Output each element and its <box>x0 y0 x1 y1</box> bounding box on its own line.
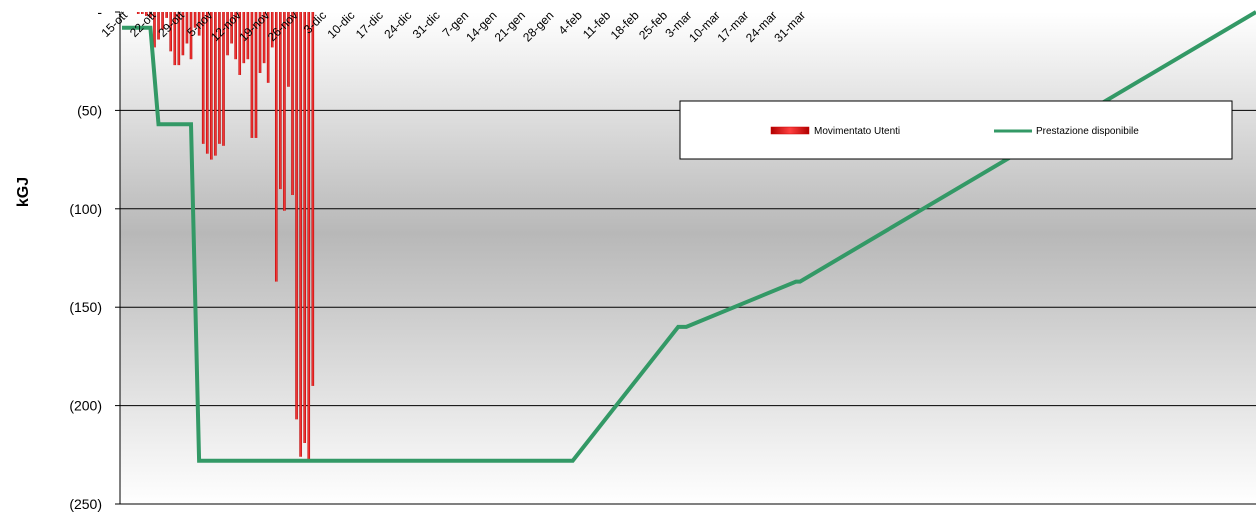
plot-area <box>120 12 1256 504</box>
bar <box>165 12 168 18</box>
bar <box>197 12 201 36</box>
bar <box>226 12 229 56</box>
bar <box>185 12 189 44</box>
bar <box>153 12 156 48</box>
bar <box>189 12 193 60</box>
bar-series <box>136 12 315 461</box>
legend: Movimentato Utenti Prestazione disponibi… <box>679 100 1233 160</box>
legend-box <box>679 100 1233 160</box>
bar <box>291 12 294 196</box>
bar <box>283 12 286 211</box>
y-tick-label: (250) <box>69 496 102 512</box>
y-tick-label: (150) <box>69 299 102 315</box>
bar <box>136 12 140 14</box>
bar <box>161 12 164 30</box>
legend-swatch-movimentato-utenti <box>770 126 810 135</box>
bar <box>258 12 262 74</box>
y-tick-label: (200) <box>69 398 102 414</box>
bar <box>230 12 233 44</box>
bar <box>254 12 258 138</box>
bar <box>205 12 209 154</box>
bar <box>242 12 246 64</box>
bar <box>210 12 213 160</box>
bar <box>250 12 254 138</box>
bar <box>177 12 181 66</box>
bar <box>311 12 315 386</box>
legend-label-prestazione-disponibile: Prestazione disponibile <box>1036 126 1139 137</box>
bar <box>266 12 270 83</box>
bar <box>299 12 302 457</box>
bar <box>279 12 282 190</box>
y-ticks: - (50) (100) (150) (200) (250) <box>69 4 120 512</box>
bar <box>238 12 242 75</box>
line-series-prestazione-disponibile <box>122 10 1256 463</box>
bar <box>246 12 250 60</box>
bar <box>234 12 237 60</box>
legend-label-movimentato-utenti: Movimentato Utenti <box>814 126 900 137</box>
bar <box>295 12 298 420</box>
bar <box>307 12 311 461</box>
bar <box>270 12 274 48</box>
bar <box>173 12 177 66</box>
y-tick-label: (50) <box>77 102 102 118</box>
bar <box>303 12 306 443</box>
bar <box>141 12 144 14</box>
y-axis-label: kGJ <box>15 177 32 207</box>
bar <box>262 12 266 64</box>
bar <box>149 12 152 18</box>
bar <box>169 12 173 52</box>
bar <box>193 12 197 28</box>
bar <box>181 12 185 56</box>
bar <box>201 12 205 144</box>
bar <box>222 12 225 146</box>
y-tick-label: - <box>97 4 102 20</box>
bar <box>287 12 290 87</box>
bar <box>218 12 221 144</box>
bar <box>157 12 160 40</box>
bar <box>274 12 278 282</box>
bar <box>145 12 148 16</box>
bar <box>214 12 217 156</box>
y-tick-label: (100) <box>69 201 102 217</box>
